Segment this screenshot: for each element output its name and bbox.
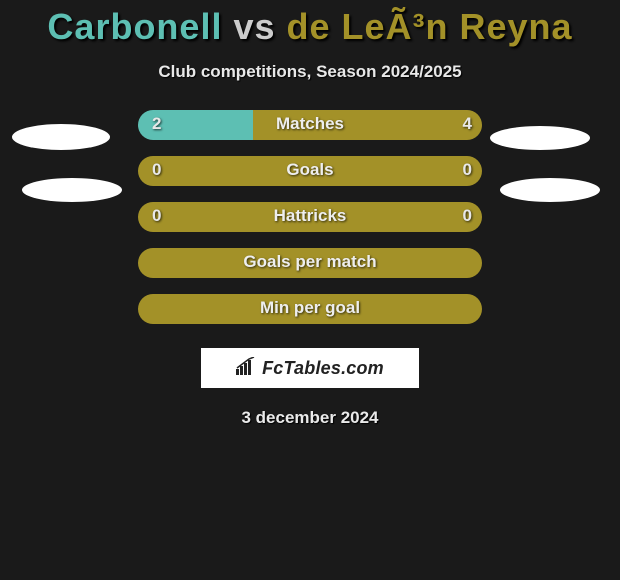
bar-full	[138, 294, 482, 324]
value-right: 0	[463, 206, 472, 226]
bar-container	[138, 248, 482, 278]
value-right: 4	[463, 114, 472, 134]
bar-right	[253, 110, 482, 140]
title-vs: vs	[233, 6, 286, 47]
brand-text: FcTables.com	[262, 358, 384, 379]
value-left: 2	[152, 114, 161, 134]
value-left: 0	[152, 160, 161, 180]
stat-row: Min per goal	[0, 294, 620, 340]
bar-container	[138, 110, 482, 140]
title-left: Carbonell	[47, 6, 222, 47]
decorative-ellipse	[12, 124, 110, 150]
value-right: 0	[463, 160, 472, 180]
stat-row: 00Hattricks	[0, 202, 620, 248]
decorative-ellipse	[22, 178, 122, 202]
decorative-ellipse	[500, 178, 600, 202]
bar-container	[138, 294, 482, 324]
bar-full	[138, 202, 482, 232]
bar-full	[138, 156, 482, 186]
subtitle: Club competitions, Season 2024/2025	[0, 62, 620, 82]
date-text: 3 december 2024	[0, 408, 620, 428]
bar-full	[138, 248, 482, 278]
bar-container	[138, 156, 482, 186]
stat-row: Goals per match	[0, 248, 620, 294]
page-title: Carbonell vs de LeÃ³n Reyna	[0, 0, 620, 48]
title-vs-a	[222, 6, 233, 47]
decorative-ellipse	[490, 126, 590, 150]
title-right: de LeÃ³n Reyna	[287, 6, 573, 47]
brand-box: FcTables.com	[201, 348, 419, 388]
chart-icon	[236, 357, 256, 380]
bar-container	[138, 202, 482, 232]
value-left: 0	[152, 206, 161, 226]
